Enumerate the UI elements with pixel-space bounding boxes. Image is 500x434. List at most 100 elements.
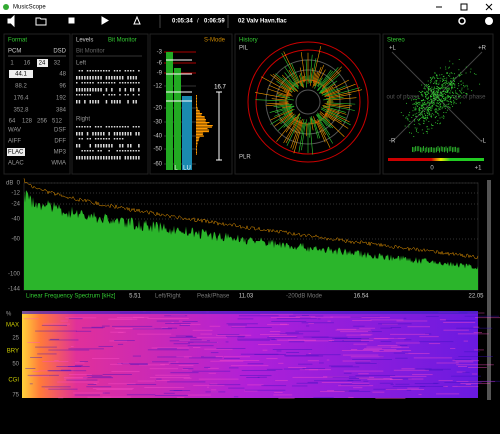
spectrogram-streak: [321, 382, 352, 383]
phase-scale: +1: [475, 166, 483, 172]
scatter-dot: [437, 113, 439, 115]
bit-dot: [138, 88, 140, 92]
history-spike: [255, 99, 289, 102]
spectrogram-streak: [147, 318, 189, 319]
spectrogram-streak: [110, 363, 123, 365]
spectrogram-streak: [289, 315, 324, 317]
scatter-dot: [426, 98, 428, 100]
scatter-dot: [449, 92, 451, 94]
bit-dot: [97, 150, 100, 152]
scatter-dot: [436, 91, 438, 93]
spectrogram-streak: [377, 345, 398, 346]
scatter-dot: [434, 95, 436, 97]
scatter-dot: [416, 102, 418, 104]
spectrogram-streak: [157, 356, 184, 358]
scatter-dot: [453, 77, 454, 79]
spectrogram-streak: [74, 364, 83, 366]
bit-dot: [108, 138, 110, 140]
spectrogram-streak: [286, 352, 300, 353]
history-spike: [288, 79, 295, 87]
bit-dot: [135, 156, 137, 160]
history-spike: [255, 92, 288, 99]
spectrogram-streak: [363, 380, 369, 382]
history-spike: [317, 69, 326, 84]
scatter-dot: [434, 117, 436, 119]
scatter-dot: [451, 82, 453, 83]
history-spike: [299, 75, 304, 88]
history-spike: [310, 118, 314, 131]
scatter-dot: [432, 91, 434, 93]
scatter-dot: [429, 107, 430, 109]
dsd-rate: 512: [52, 119, 63, 125]
history-spike: [300, 52, 306, 81]
bit-dot: [127, 82, 129, 84]
open-button[interactable]: [35, 17, 47, 26]
spectrogram-streak: [353, 343, 368, 345]
correlation-history: [456, 147, 458, 153]
scatter-dot: [458, 75, 460, 77]
scatter-dot: [430, 88, 432, 89]
spectrogram-streak: [132, 355, 141, 357]
scatter-dot: [445, 112, 447, 113]
meter-scale: -30: [153, 120, 162, 126]
spectrogram-streak: [355, 375, 396, 376]
spectrogram-streak: [156, 378, 162, 380]
scatter-dot: [443, 98, 445, 100]
spectrogram-streak: [458, 366, 468, 367]
bit-dot: [111, 100, 113, 104]
scatter-dot: [433, 90, 435, 92]
scatter-dot: [446, 90, 448, 92]
history-spike: [317, 112, 331, 129]
spectrogram-streak: [328, 341, 369, 342]
scatter-dot: [415, 101, 417, 103]
spectrogram-streak: [327, 376, 370, 378]
history-spike: [293, 81, 299, 89]
format-header: DSD: [53, 49, 66, 55]
volume-button[interactable]: [7, 14, 15, 28]
history-spike: [298, 122, 305, 153]
bit-dot: [108, 156, 110, 160]
correlation-history: [452, 147, 453, 153]
spectrogram-streak: [439, 319, 446, 321]
bit-dot: [138, 70, 140, 72]
y-tick-label: MAX: [6, 323, 19, 329]
maximize-button[interactable]: [460, 3, 468, 11]
scatter-dot: [440, 77, 442, 79]
scatter-dot: [420, 91, 421, 93]
bit-dot: [89, 76, 91, 80]
history-spike: [270, 74, 292, 90]
mode-option: -200dB Mode: [286, 294, 323, 300]
bit-dot: [105, 70, 108, 72]
spectrogram-streak: [301, 322, 334, 324]
spectrogram-streak: [210, 352, 219, 354]
scatter-dot: [427, 106, 429, 108]
scatter-dot: [455, 92, 457, 94]
scatter-dot: [429, 103, 431, 105]
close-button[interactable]: [485, 3, 493, 11]
history-spike: [283, 117, 300, 144]
correlation-history: [442, 146, 444, 152]
spectrogram-streak: [330, 316, 362, 318]
history-spike: [320, 73, 341, 92]
spectrogram-streak: [139, 364, 165, 366]
settings-button[interactable]: [458, 17, 466, 25]
y-tick-label: -60: [11, 237, 20, 243]
info-button[interactable]: [485, 17, 493, 25]
scatter-dot: [402, 115, 404, 117]
scatter-dot: [445, 97, 447, 99]
play-button[interactable]: [101, 16, 109, 25]
scatter-dot: [455, 90, 456, 92]
history-spike: [317, 113, 328, 127]
stop-button[interactable]: [68, 17, 75, 24]
spectrogram-streak: [210, 391, 219, 393]
spectrogram-streak: [92, 358, 120, 359]
scatter-dot: [458, 85, 460, 87]
scatter-dot: [427, 91, 428, 93]
scatter-dot: [462, 82, 464, 84]
spectrogram-streak: [307, 381, 318, 383]
spectrogram-streak: [267, 337, 298, 339]
eject-button[interactable]: [133, 15, 141, 25]
history-spike: [285, 113, 300, 133]
scatter-dot: [461, 89, 463, 91]
history-spike: [300, 119, 305, 134]
